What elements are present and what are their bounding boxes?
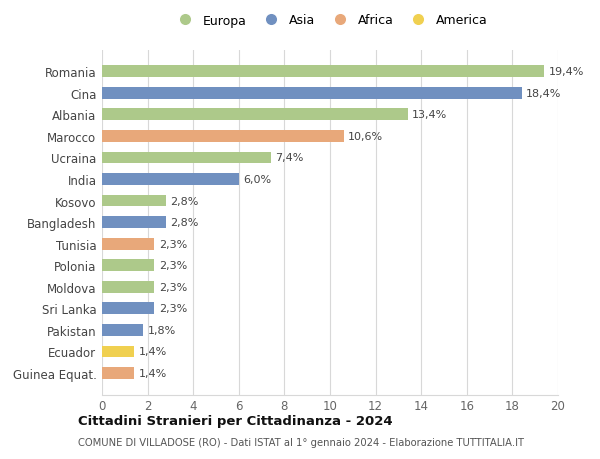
Bar bbox=[102, 217, 166, 229]
Text: 2,8%: 2,8% bbox=[170, 196, 199, 206]
Text: 1,8%: 1,8% bbox=[148, 325, 176, 335]
Text: 18,4%: 18,4% bbox=[526, 89, 562, 99]
Text: COMUNE DI VILLADOSE (RO) - Dati ISTAT al 1° gennaio 2024 - Elaborazione TUTTITAL: COMUNE DI VILLADOSE (RO) - Dati ISTAT al… bbox=[78, 437, 524, 447]
Text: 7,4%: 7,4% bbox=[275, 153, 304, 163]
Text: 1,4%: 1,4% bbox=[139, 347, 167, 357]
Bar bbox=[102, 260, 154, 272]
Text: 2,3%: 2,3% bbox=[159, 239, 187, 249]
Text: Cittadini Stranieri per Cittadinanza - 2024: Cittadini Stranieri per Cittadinanza - 2… bbox=[78, 414, 392, 428]
Bar bbox=[102, 109, 407, 121]
Bar bbox=[102, 367, 134, 379]
Text: 13,4%: 13,4% bbox=[412, 110, 448, 120]
Bar bbox=[102, 238, 154, 250]
Bar bbox=[102, 131, 344, 142]
Bar bbox=[102, 66, 544, 78]
Legend: Europa, Asia, Africa, America: Europa, Asia, Africa, America bbox=[170, 12, 490, 30]
Text: 2,3%: 2,3% bbox=[159, 282, 187, 292]
Text: 19,4%: 19,4% bbox=[549, 67, 584, 77]
Text: 1,4%: 1,4% bbox=[139, 368, 167, 378]
Text: 2,8%: 2,8% bbox=[170, 218, 199, 228]
Bar bbox=[102, 346, 134, 358]
Bar bbox=[102, 324, 143, 336]
Text: 2,3%: 2,3% bbox=[159, 304, 187, 313]
Bar bbox=[102, 88, 521, 100]
Bar bbox=[102, 303, 154, 314]
Bar bbox=[102, 195, 166, 207]
Text: 10,6%: 10,6% bbox=[348, 132, 383, 141]
Bar bbox=[102, 152, 271, 164]
Bar bbox=[102, 174, 239, 185]
Text: 2,3%: 2,3% bbox=[159, 261, 187, 271]
Text: 6,0%: 6,0% bbox=[244, 174, 271, 185]
Bar bbox=[102, 281, 154, 293]
